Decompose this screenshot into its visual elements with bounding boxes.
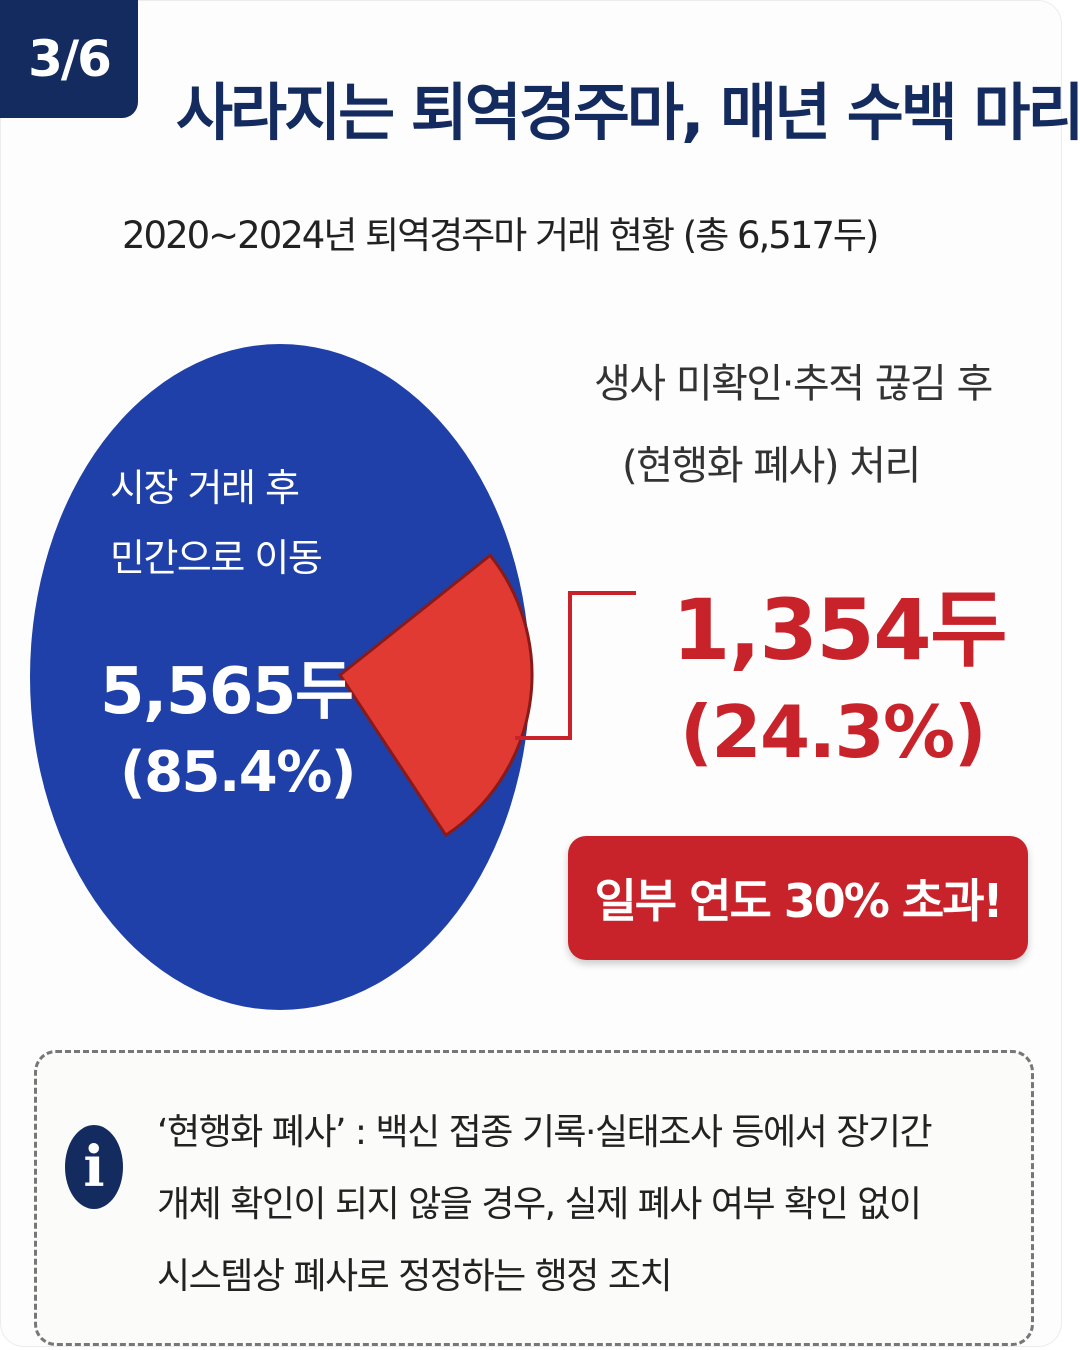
pie-slice-market <box>30 344 530 1010</box>
info-icon: i <box>65 1125 123 1209</box>
red-slice-label-line1: 생사 미확인·추적 끊김 후 <box>594 361 993 407</box>
callout-badge: 일부 연도 30% 초과! <box>568 836 1028 960</box>
pie-chart <box>30 344 636 1010</box>
page-title: 사라지는 퇴역경주마, 매년 수백 마리 <box>176 76 1080 149</box>
blue-slice-percent: (85.4%) <box>120 740 356 805</box>
red-slice-label-line2: (현행화 폐사) 처리 <box>622 443 921 489</box>
note-line: ‘현행화 폐사’ : 백신 접종 기록·실태조사 등에서 장기간 <box>157 1112 933 1153</box>
blue-slice-label-line2: 민간으로 이동 <box>110 536 323 580</box>
chart-subtitle: 2020~2024년 퇴역경주마 거래 현황 (총 6,517두) <box>122 214 879 257</box>
definition-note: i ‘현행화 폐사’ : 백신 접종 기록·실태조사 등에서 장기간 개체 확인… <box>34 1050 1034 1346</box>
blue-slice-value: 5,565두 <box>100 655 354 729</box>
blue-slice-label-line1: 시장 거래 후 <box>110 466 300 510</box>
note-line: 개체 확인이 되지 않을 경우, 실제 폐사 여부 확인 없이 <box>157 1184 922 1225</box>
red-slice-percent: (24.3%) <box>680 690 987 774</box>
red-slice-value: 1,354두 <box>672 581 1007 679</box>
note-line: 시스템상 폐사로 정정하는 행정 조치 <box>157 1256 673 1297</box>
leader-line <box>515 591 636 740</box>
pie-slice-unconfirmed <box>337 553 534 838</box>
page-indicator-badge: 3/6 <box>0 0 138 118</box>
